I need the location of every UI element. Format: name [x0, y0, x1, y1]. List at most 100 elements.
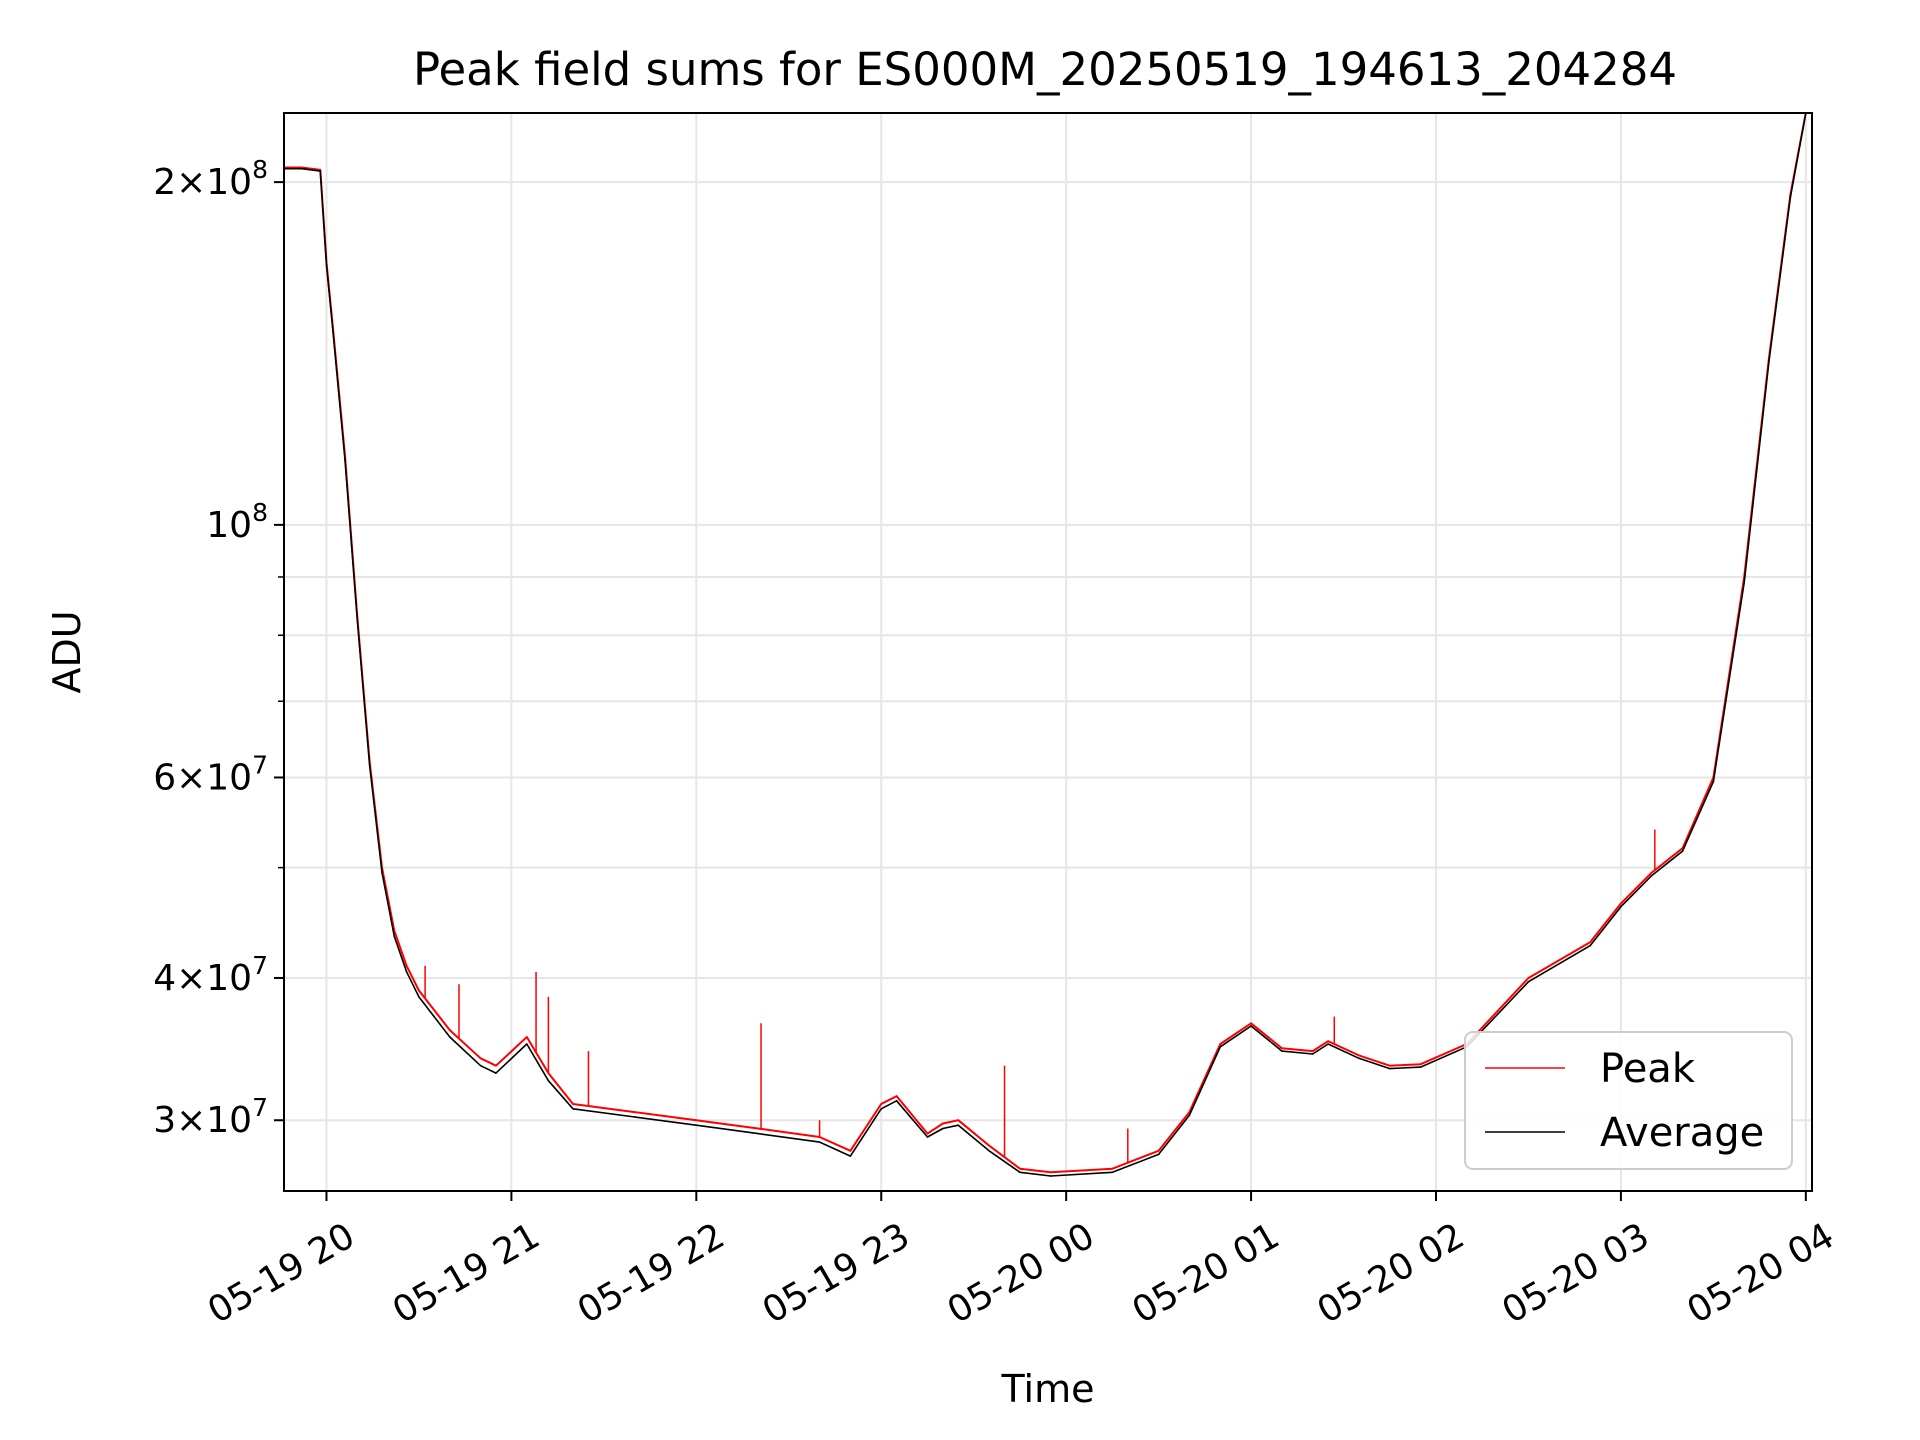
data-point-average	[849, 1155, 852, 1157]
y-axis: 2×108 108 6×107 4×107 3×107	[153, 155, 284, 1141]
data-point-average	[1311, 1053, 1314, 1055]
data-point-peak	[1620, 902, 1622, 905]
data-point-peak	[1157, 1150, 1160, 1152]
data-point-average	[1789, 196, 1792, 198]
data-point-peak	[1219, 1043, 1222, 1045]
data-point-peak	[1281, 1047, 1283, 1050]
data-point-peak	[526, 1036, 528, 1038]
data-point-peak	[757, 1127, 759, 1130]
data-point-average	[1111, 1171, 1114, 1174]
data-point-peak	[1650, 871, 1653, 874]
data-point-peak	[495, 1064, 497, 1067]
data-point-peak	[1388, 1064, 1391, 1067]
data-point-peak	[880, 1103, 883, 1105]
data-point-average	[957, 1124, 960, 1127]
data-point-peak	[988, 1144, 990, 1147]
data-point-average	[495, 1072, 497, 1074]
data-point-average	[1219, 1046, 1222, 1048]
data-point-average	[381, 871, 383, 874]
data-point-average	[1019, 1171, 1021, 1174]
data-point-peak	[849, 1150, 852, 1152]
data-point-peak	[1358, 1054, 1360, 1057]
data-point-peak	[1049, 1171, 1052, 1174]
data-point-average	[695, 1124, 698, 1127]
y-tick-label: 108	[206, 498, 268, 546]
plot-frame	[283, 112, 1813, 1192]
y-tick-label: 6×107	[153, 750, 268, 798]
data-point-peak	[572, 1103, 574, 1105]
data-point-average	[1681, 850, 1684, 852]
data-point-average	[325, 264, 328, 267]
data-point-average	[1743, 581, 1745, 584]
data-point-peak	[1419, 1063, 1422, 1065]
data-point-average	[757, 1132, 759, 1135]
data-point-peak	[1250, 1022, 1252, 1025]
data-point-average	[368, 764, 371, 767]
data-point-peak	[695, 1119, 698, 1122]
data-point-average	[479, 1064, 482, 1067]
plot-area	[284, 113, 1812, 1177]
data-point-average	[1250, 1025, 1252, 1027]
data-point-average	[1650, 874, 1653, 877]
data-point-average	[1281, 1050, 1283, 1052]
x-axis-label: Time	[1001, 1367, 1095, 1411]
data-point-average	[1157, 1153, 1160, 1156]
data-point-average	[393, 935, 396, 938]
chart-title: Peak field sums for ES000M_20250519_1946…	[413, 43, 1677, 96]
y-tick-label: 3×107	[153, 1093, 268, 1141]
data-point-average	[319, 170, 322, 172]
data-point-average	[356, 619, 359, 621]
series-group	[284, 113, 1812, 1177]
data-point-peak	[448, 1029, 451, 1031]
data-point-average	[448, 1036, 451, 1038]
data-point-average	[344, 459, 346, 461]
data-point-peak	[895, 1095, 898, 1097]
data-point-peak	[301, 166, 303, 169]
data-point-average	[1620, 905, 1622, 908]
data-point-peak	[633, 1111, 636, 1113]
legend-average-label: Average	[1600, 1110, 1764, 1156]
data-point-average	[301, 167, 303, 170]
data-point-average	[1327, 1043, 1329, 1045]
y-tick-label: 4×107	[153, 951, 268, 999]
data-point-peak	[1327, 1040, 1329, 1042]
y-axis-label: ADU	[45, 610, 89, 693]
data-point-peak	[942, 1122, 944, 1125]
y-tick-label: 2×108	[153, 155, 268, 203]
legend: Peak Average	[1464, 1031, 1793, 1170]
data-point-average	[572, 1108, 574, 1110]
data-point-average	[818, 1141, 821, 1143]
data-point-average	[331, 326, 334, 329]
series-line-peak	[284, 113, 1812, 1174]
data-point-average	[1358, 1057, 1360, 1060]
data-point-average	[895, 1100, 898, 1102]
series-line-average	[284, 113, 1812, 1177]
data-point-average	[633, 1116, 636, 1118]
data-point-average	[1419, 1066, 1422, 1068]
data-point-average	[526, 1043, 528, 1045]
data-point-average	[1527, 980, 1530, 983]
data-point-average	[418, 996, 420, 998]
data-point-peak	[1311, 1050, 1314, 1052]
data-point-average	[942, 1127, 944, 1130]
data-point-peak	[1019, 1167, 1021, 1170]
data-point-peak	[405, 964, 408, 967]
data-point-peak	[479, 1057, 482, 1060]
data-point-average	[1712, 780, 1715, 783]
data-point-peak	[957, 1119, 960, 1122]
legend-box	[1464, 1031, 1793, 1170]
grid	[284, 113, 1812, 1191]
data-point-peak	[1589, 941, 1591, 944]
data-point-average	[405, 971, 408, 973]
data-point-peak	[926, 1132, 929, 1135]
data-point-average	[547, 1079, 550, 1082]
data-point-average	[988, 1150, 990, 1152]
data-point-average	[1188, 1114, 1191, 1117]
data-point-average	[926, 1136, 929, 1138]
legend-peak-label: Peak	[1600, 1046, 1696, 1092]
data-point-average	[1589, 944, 1591, 947]
data-point-average	[880, 1108, 883, 1110]
data-point-average	[1049, 1175, 1052, 1177]
data-point-average	[1388, 1067, 1391, 1070]
